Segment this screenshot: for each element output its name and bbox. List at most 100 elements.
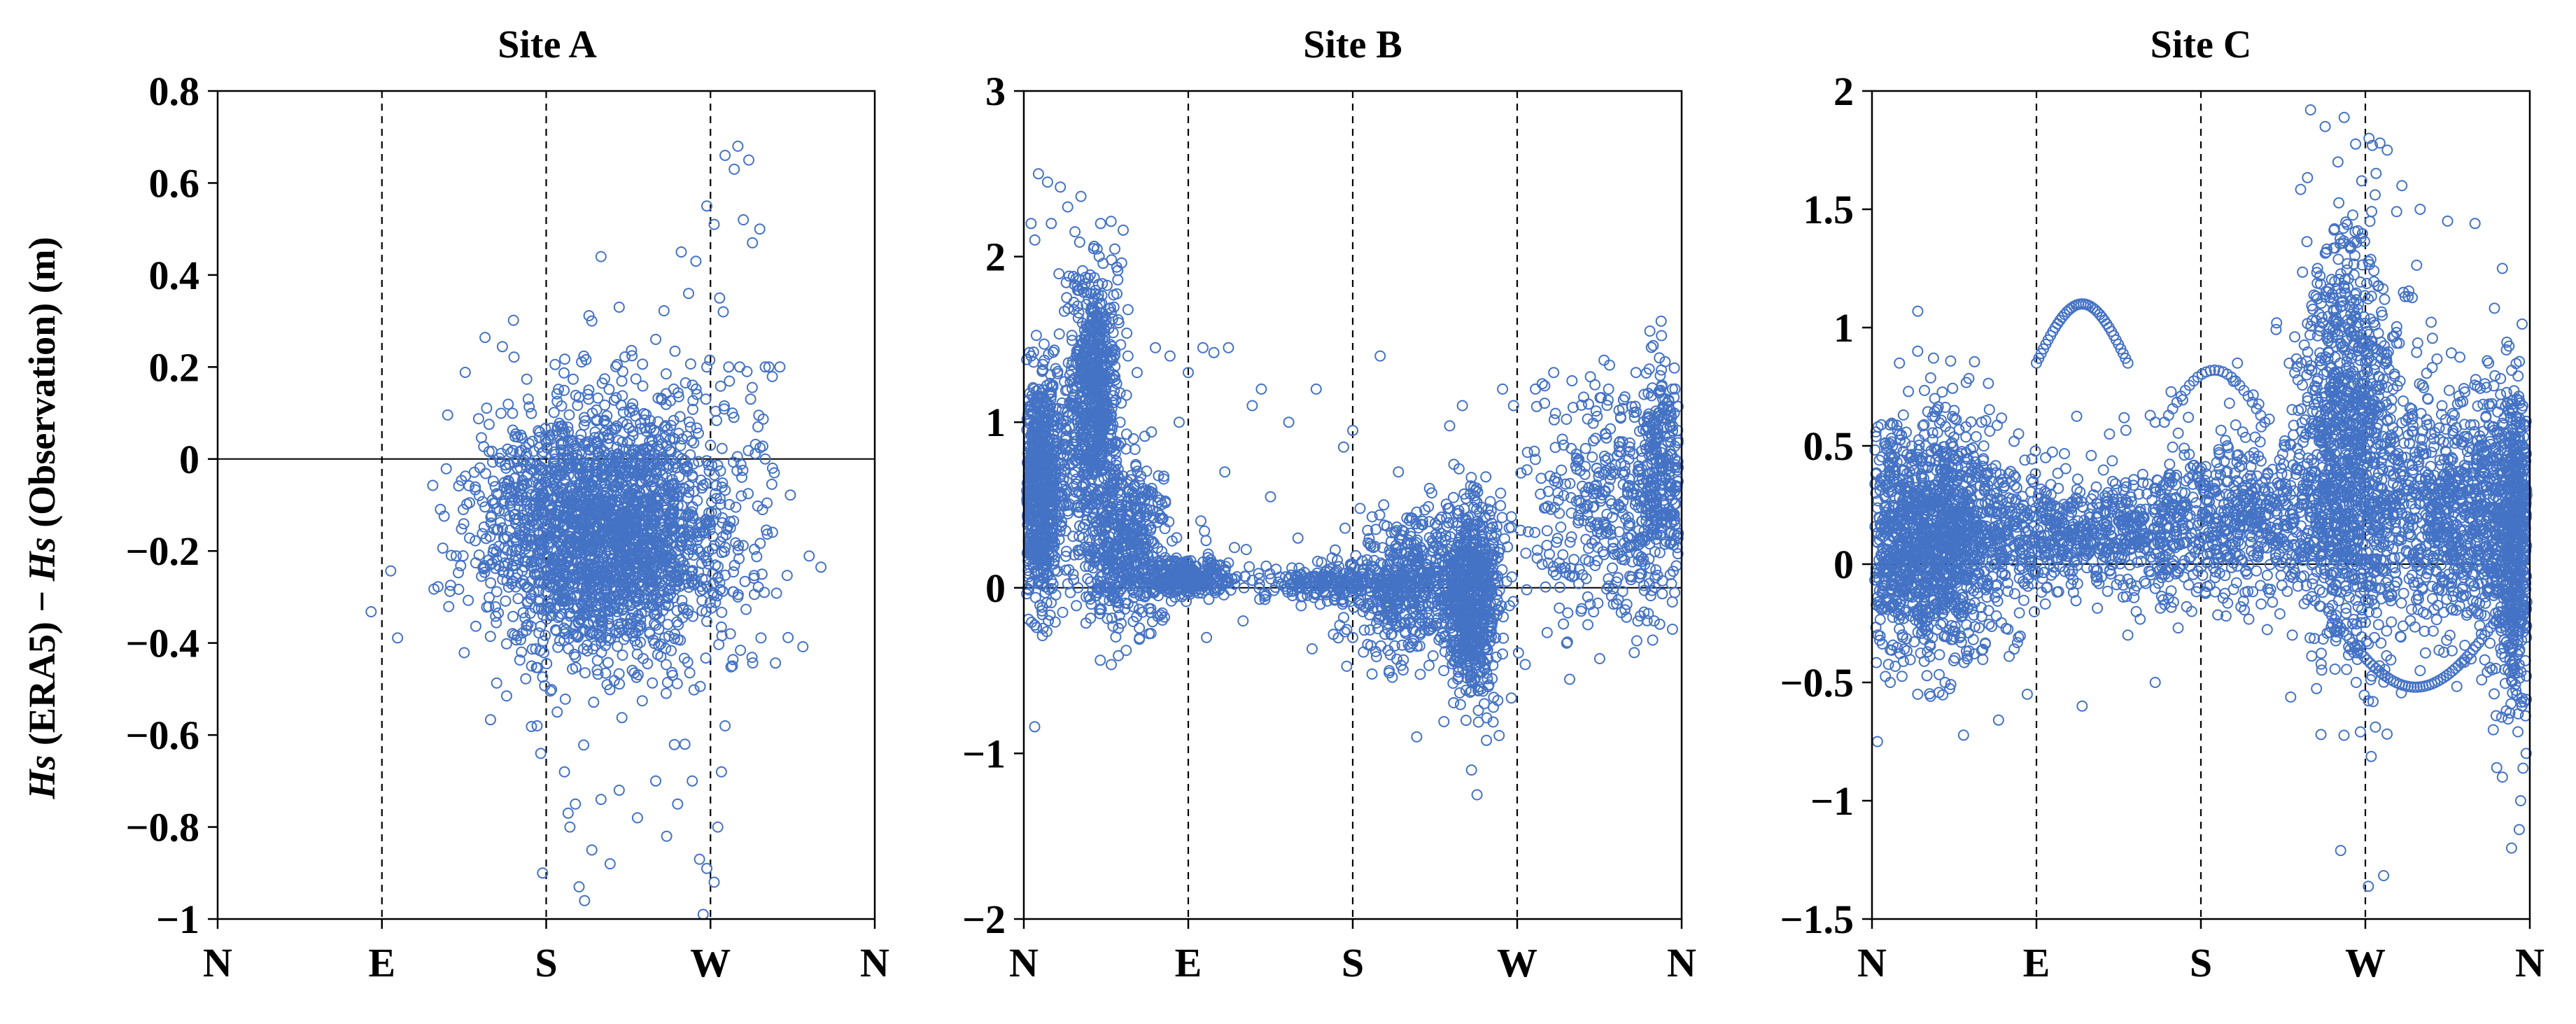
data-point — [683, 486, 695, 498]
data-point — [691, 422, 703, 434]
data-point — [483, 419, 495, 430]
data-point — [552, 641, 564, 653]
y-tick-label: 0.8 — [149, 69, 200, 114]
data-point — [697, 909, 709, 920]
data-point — [1375, 640, 1387, 652]
x-tick-label: S — [535, 940, 557, 986]
data-point — [463, 594, 474, 606]
data-point — [690, 255, 702, 267]
data-point — [688, 684, 700, 696]
data-point — [437, 542, 449, 554]
data-point — [747, 657, 759, 669]
data-point — [459, 367, 471, 378]
data-point — [1121, 328, 1133, 339]
data-point — [1229, 542, 1240, 554]
data-point — [568, 373, 579, 385]
data-point — [502, 398, 514, 410]
grid-and-reference-lines — [218, 91, 875, 919]
data-point — [570, 651, 582, 663]
x-tick-label: E — [368, 940, 395, 986]
data-point — [755, 632, 767, 644]
data-point — [599, 399, 611, 411]
data-point — [533, 425, 544, 437]
data-point — [1105, 216, 1117, 227]
data-point — [626, 350, 638, 362]
data-point — [715, 380, 726, 392]
data-point — [558, 766, 570, 778]
data-point — [1122, 304, 1134, 316]
data-point — [1295, 600, 1307, 612]
data-point — [781, 570, 793, 582]
data-point — [526, 407, 537, 419]
data-point — [717, 517, 729, 528]
data-point — [723, 361, 735, 373]
data-point — [701, 862, 712, 874]
data-point — [684, 358, 696, 370]
data-point — [717, 306, 729, 318]
data-point — [500, 690, 512, 702]
data-point — [570, 798, 582, 810]
data-point — [1423, 659, 1435, 671]
x-tick-label: W — [690, 940, 731, 986]
data-point — [385, 565, 397, 577]
data-point — [579, 895, 591, 906]
data-point — [737, 465, 749, 476]
data-point — [729, 163, 740, 175]
data-point — [774, 361, 786, 373]
data-point — [604, 858, 616, 870]
data-point — [650, 333, 661, 345]
y-tick-label: −1 — [156, 897, 199, 942]
data-point — [438, 510, 450, 522]
data-point — [1043, 615, 1055, 626]
data-point — [717, 477, 729, 489]
data-point — [613, 785, 625, 796]
data-point — [507, 610, 519, 622]
data-point — [747, 237, 759, 248]
data-point — [1134, 622, 1146, 634]
y-tick-label: 0.6 — [149, 160, 200, 206]
data-point — [617, 390, 628, 402]
data-point — [636, 695, 648, 707]
data-point — [782, 631, 794, 643]
data-point — [684, 667, 696, 679]
data-point — [1067, 531, 1079, 542]
data-point — [517, 607, 529, 619]
data-point — [684, 449, 696, 461]
data-point — [507, 314, 519, 326]
data-point — [694, 585, 706, 597]
data-point — [1120, 428, 1132, 440]
y-tick-label: 0 — [179, 437, 199, 482]
data-point — [549, 358, 561, 370]
data-point — [541, 658, 553, 670]
data-point — [752, 421, 764, 433]
data-point — [1075, 190, 1087, 202]
y-axis-label: Hs (ERA5) − Hs (Observation) (m) — [21, 237, 63, 799]
data-point — [672, 798, 684, 810]
data-point — [754, 538, 766, 549]
data-point — [616, 712, 628, 724]
data-point — [748, 570, 760, 582]
data-point — [687, 775, 698, 787]
data-point — [470, 535, 481, 547]
data-point — [683, 416, 695, 428]
data-point — [668, 738, 680, 750]
data-point — [671, 678, 683, 689]
data-point — [635, 636, 647, 648]
data-point — [742, 488, 754, 500]
data-point — [691, 388, 703, 400]
data-point — [442, 409, 453, 421]
data-point — [746, 381, 758, 393]
data-point — [508, 351, 520, 363]
data-point — [712, 459, 724, 471]
data-point — [562, 807, 574, 819]
data-point — [1029, 721, 1041, 733]
data-point — [616, 375, 628, 387]
data-point — [1200, 535, 1212, 547]
data-point — [661, 830, 673, 842]
x-tick-label: N — [203, 940, 232, 986]
data-point — [536, 447, 548, 459]
data-point — [477, 496, 488, 507]
data-point — [1095, 654, 1106, 666]
data-point — [521, 373, 533, 385]
